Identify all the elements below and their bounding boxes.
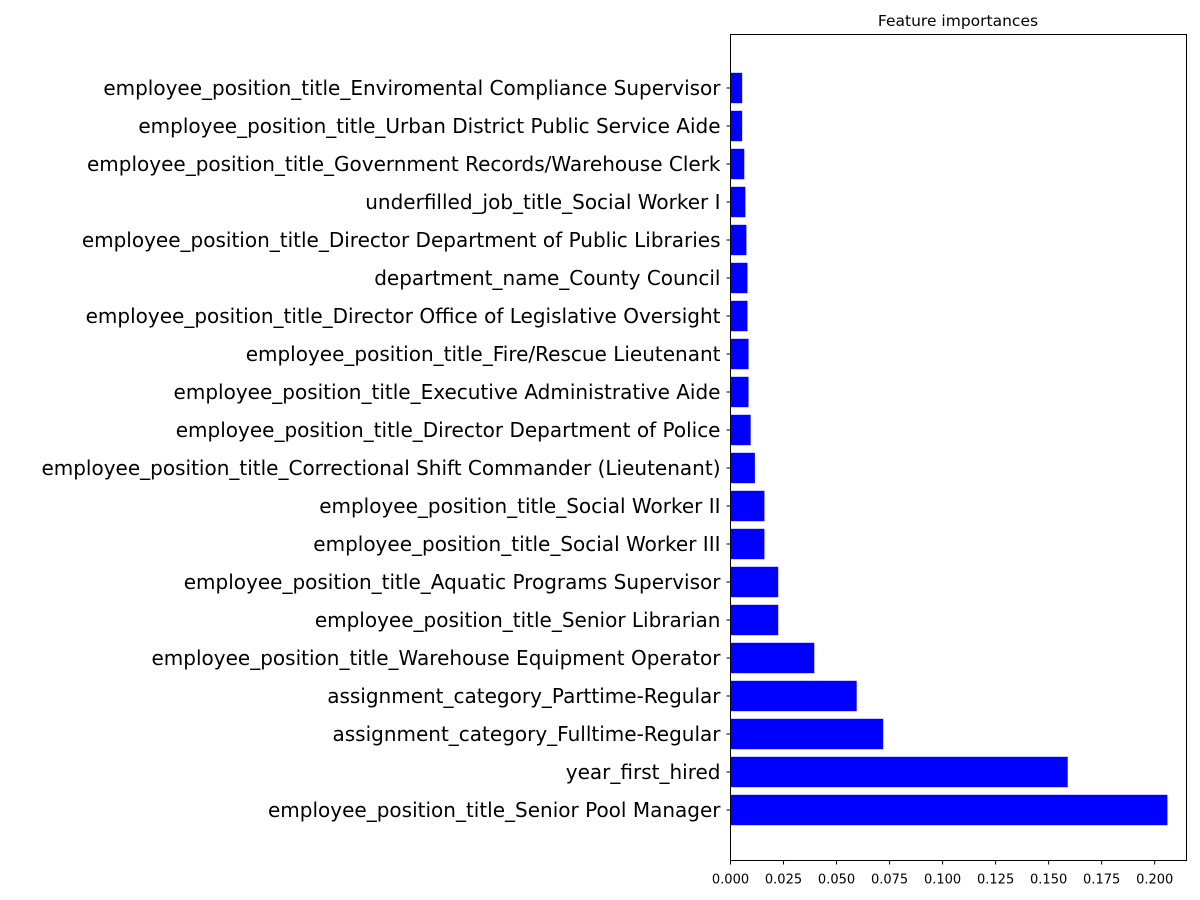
- bar: [730, 794, 1168, 826]
- x-tick-label: 0.025: [765, 873, 802, 888]
- x-axis: 0.000 0.025 0.050 0.075 0.100 0.125 0.150 0.175…: [712, 860, 1173, 888]
- bar: [730, 72, 743, 104]
- x-tick-label: 0.100: [924, 873, 961, 888]
- bar: [730, 414, 751, 446]
- y-tick-label: underfilled_job_title_Social Worker I: [365, 190, 720, 214]
- bar: [730, 528, 765, 560]
- x-tick-label: 0.050: [818, 873, 855, 888]
- x-tick-label: 0.075: [871, 873, 908, 888]
- x-tick-label: 0.175: [1083, 873, 1120, 888]
- bar: [730, 262, 748, 294]
- bar: [730, 642, 815, 674]
- y-tick-label: department_name_County Council: [374, 266, 720, 290]
- bar: [730, 186, 746, 218]
- bar: [730, 490, 765, 522]
- bar: [730, 110, 743, 142]
- bar: [730, 756, 1068, 788]
- y-tick-label: employee_position_title_Executive Admini…: [174, 380, 721, 404]
- x-tick-label: 0.000: [712, 873, 749, 888]
- bar: [730, 566, 779, 598]
- y-axis: employee_position_title_Senior Pool Mana…: [41, 76, 731, 822]
- x-tick-label: 0.125: [977, 873, 1014, 888]
- y-tick-label: employee_position_title_Director Departm…: [82, 228, 721, 252]
- y-tick-label: employee_position_title_Aquatic Programs…: [184, 570, 722, 594]
- y-tick-label: employee_position_title_Correctional Shi…: [41, 456, 720, 480]
- y-tick-label: employee_position_title_Director Departm…: [176, 418, 721, 442]
- x-tick-label: 0.200: [1136, 873, 1173, 888]
- y-tick-label: assignment_category_Fulltime-Regular: [332, 722, 721, 746]
- bar: [730, 680, 857, 712]
- plot-frame: [730, 34, 1187, 861]
- y-tick-label: employee_position_title_Government Recor…: [87, 152, 721, 176]
- y-tick-label: employee_position_title_Social Worker II…: [313, 532, 720, 556]
- bar: [730, 148, 745, 180]
- bar: [730, 718, 884, 750]
- bar: [730, 376, 749, 408]
- y-tick-label: employee_position_title_Director Office …: [86, 304, 721, 328]
- y-tick-label: year_first_hired: [566, 760, 721, 784]
- y-tick-label: employee_position_title_Social Worker II: [319, 494, 720, 518]
- y-tick-label: employee_position_title_Fire/Rescue Lieu…: [246, 342, 721, 366]
- y-tick-label: employee_position_title_Urban District P…: [138, 114, 720, 138]
- x-tick-label: 0.150: [1030, 873, 1067, 888]
- bar: [730, 224, 747, 256]
- bar: [730, 604, 779, 636]
- y-tick-label: employee_position_title_Senior Librarian: [315, 608, 721, 632]
- bars-group: [730, 72, 1168, 826]
- y-tick-label: assignment_category_Parttime-Regular: [327, 684, 721, 708]
- chart-title: Feature importances: [878, 12, 1038, 30]
- y-tick-label: employee_position_title_Senior Pool Mana…: [268, 798, 721, 822]
- bar: [730, 452, 755, 484]
- bar: [730, 300, 748, 332]
- bar: [730, 338, 749, 370]
- y-tick-label: employee_position_title_Enviromental Com…: [103, 76, 721, 100]
- y-tick-label: employee_position_title_Warehouse Equipm…: [152, 646, 722, 670]
